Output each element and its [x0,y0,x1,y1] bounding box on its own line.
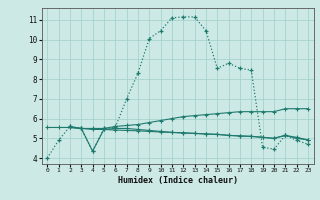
X-axis label: Humidex (Indice chaleur): Humidex (Indice chaleur) [118,176,237,185]
